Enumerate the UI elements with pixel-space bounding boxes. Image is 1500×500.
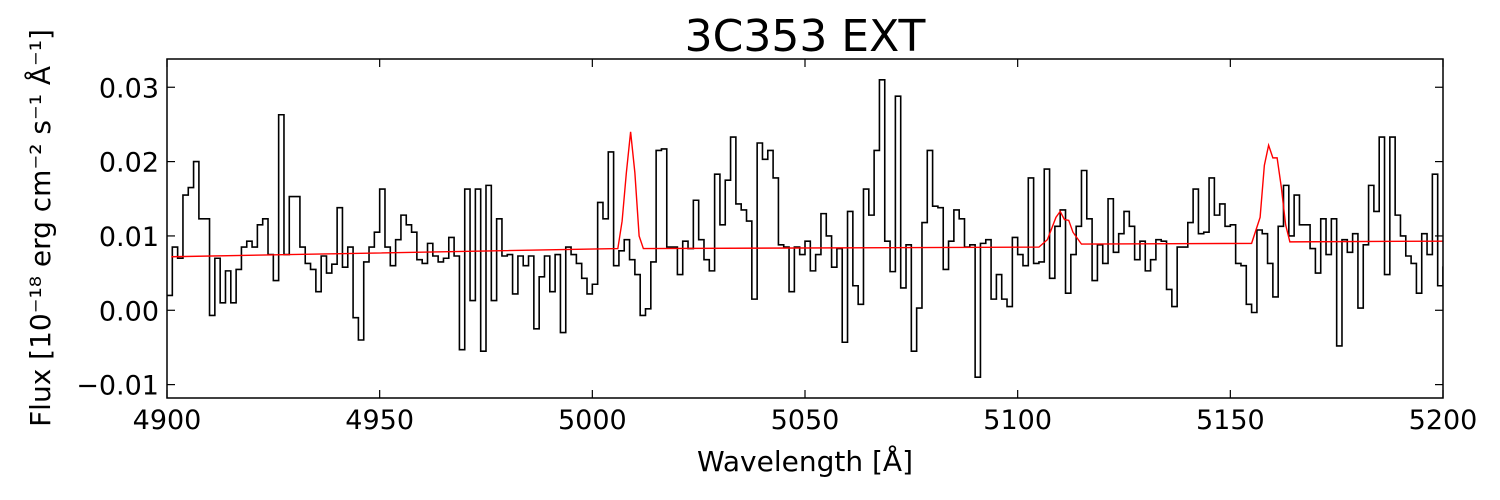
x-tick-label: 5000 bbox=[558, 405, 627, 436]
y-tick-label: −0.01 bbox=[76, 371, 159, 402]
chart-title: 3C353 EXT bbox=[685, 11, 926, 62]
x-axis: 4900 4950 5000 5050 5100 5150 5200 bbox=[133, 59, 1478, 436]
x-axis-label: Wavelength [Å] bbox=[697, 444, 913, 478]
x-tick-label: 4900 bbox=[133, 405, 202, 436]
model-fit-line bbox=[171, 131, 1443, 258]
x-tick-label: 5100 bbox=[983, 405, 1052, 436]
x-tick-label: 5150 bbox=[1196, 405, 1265, 436]
y-tick-label: 0.01 bbox=[99, 222, 159, 253]
y-tick-label: 0.00 bbox=[99, 296, 159, 327]
spectrum-steps-line bbox=[167, 79, 1443, 378]
y-axis-label: Flux [10⁻¹⁸ erg cm⁻² s⁻¹ Å⁻¹] bbox=[23, 29, 57, 427]
series-layer bbox=[167, 79, 1443, 378]
x-tick-label: 4950 bbox=[345, 405, 414, 436]
y-tick-label: 0.02 bbox=[99, 148, 159, 179]
y-tick-label: 0.03 bbox=[99, 73, 159, 104]
plot-area bbox=[167, 59, 1443, 398]
x-tick-label: 5050 bbox=[771, 405, 840, 436]
y-axis: −0.01 0.00 0.01 0.02 0.03 bbox=[76, 73, 1443, 402]
x-tick-label: 5200 bbox=[1409, 405, 1478, 436]
